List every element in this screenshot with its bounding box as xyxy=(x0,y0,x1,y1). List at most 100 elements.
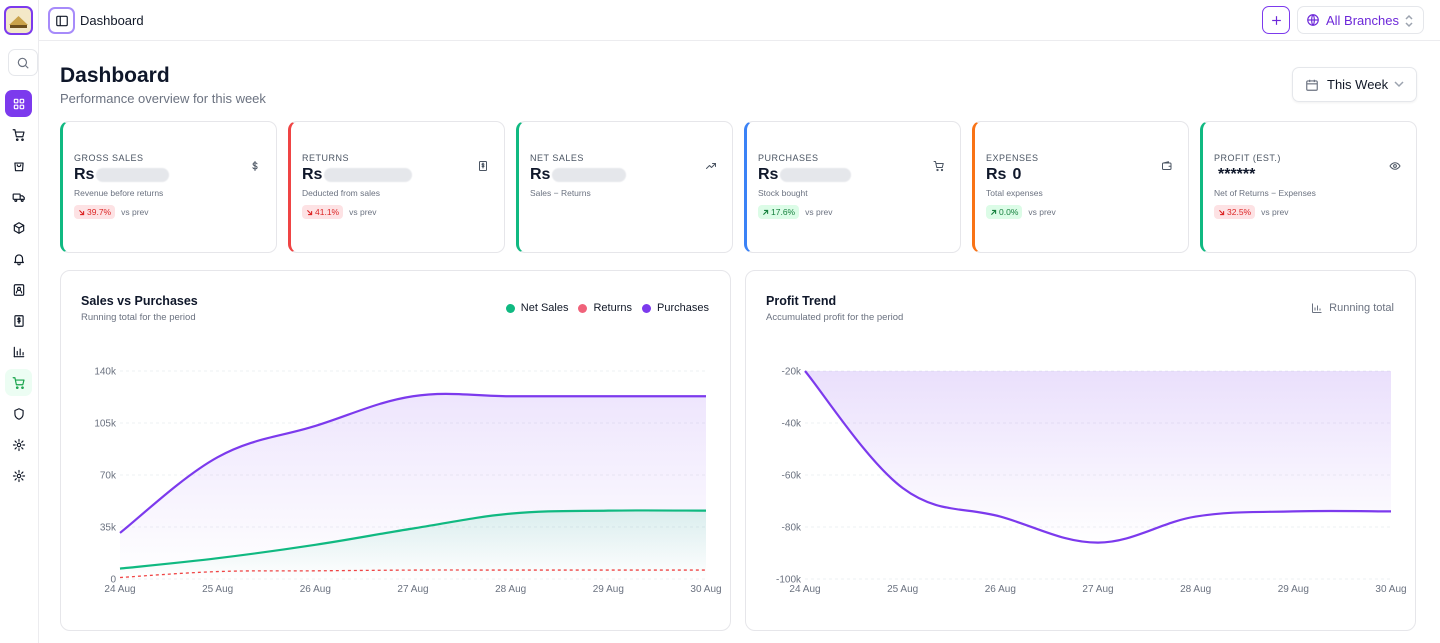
profit-trend-card: Profit Trend Accumulated profit for the … xyxy=(745,270,1416,631)
sidebar-search-button[interactable] xyxy=(8,49,38,76)
sidebar-item-package[interactable] xyxy=(5,214,32,241)
kpi-icon-wrap xyxy=(1385,156,1405,176)
profit-chart-subtitle: Accumulated profit for the period xyxy=(766,312,904,323)
sales-vs-purchases-chart: 0 35k 70k 105k 140k 24 Aug 25 Aug 26 Aug 27 Aug 2… xyxy=(94,367,721,596)
kpi-card-net-sales: NET SALES Rs Sales − Returns xyxy=(516,121,733,253)
kpi-currency: Rs xyxy=(302,166,323,183)
profit-trend-chart: -100k -80k -60k -40k -20k 24 Aug 25 Aug 26 Aug 2… xyxy=(776,367,1407,596)
period-selector[interactable]: This Week xyxy=(1292,67,1417,102)
branch-selector[interactable]: All Branches xyxy=(1297,6,1424,34)
delta-badge: 39.7% xyxy=(74,205,116,219)
sidebar-item-cart-highlighted[interactable] xyxy=(5,369,32,396)
kpi-card-gross-sales: GROSS SALES Rs Revenue before returns 39.7%… xyxy=(60,121,277,253)
sidebar-item-bar-chart[interactable] xyxy=(5,338,32,365)
arrow-down-right-icon xyxy=(307,209,313,215)
sidebar-item-shopping-bag[interactable] xyxy=(5,152,32,179)
delta-compare: vs prev xyxy=(1028,207,1056,217)
trending-up-icon xyxy=(706,163,716,169)
legend-swatch xyxy=(578,303,588,313)
receipt-icon xyxy=(479,161,487,171)
chevron-down-icon xyxy=(1394,81,1404,88)
series-line-purchases[interactable] xyxy=(119,392,706,534)
branch-selector-label: All Branches xyxy=(1326,12,1399,28)
sidebar-item-contacts[interactable] xyxy=(5,276,32,303)
delta-badge: 17.6% xyxy=(758,205,800,219)
sidebar-item-bell[interactable] xyxy=(5,245,32,272)
kpi-delta: 17.6% vs prev xyxy=(758,205,960,219)
arrow-down-right-icon xyxy=(79,209,85,215)
delta-badge: 32.5% xyxy=(1214,205,1256,219)
sidebar-item-receipt[interactable] xyxy=(5,307,32,334)
arrow-down-right-icon xyxy=(1219,209,1225,215)
running-total-toggle[interactable]: Running total xyxy=(1311,302,1394,314)
kpi-value: ****** xyxy=(1214,165,1416,185)
sidebar-item-settings-gear-alt[interactable] xyxy=(5,462,32,489)
sidebar-item-cart[interactable] xyxy=(5,121,32,148)
legend-swatch xyxy=(505,303,515,313)
chevron-updown-icon xyxy=(1405,14,1413,28)
calendar-icon xyxy=(1306,79,1318,91)
y-tick-label: 140k xyxy=(94,367,117,378)
delta-compare: vs prev xyxy=(1261,207,1289,217)
sidebar-item-settings-gear[interactable] xyxy=(5,431,32,458)
kpi-currency: Rs xyxy=(758,166,779,183)
settings-gear-alt-icon xyxy=(12,469,25,482)
delta-value: 32.5% xyxy=(1227,207,1252,217)
settings-gear-icon xyxy=(12,438,25,451)
kpi-description: Stock bought xyxy=(758,188,808,198)
kpi-currency: Rs xyxy=(74,166,95,183)
add-button[interactable] xyxy=(1262,6,1290,34)
cart-icon xyxy=(933,161,944,172)
legend-item-returns[interactable]: Returns xyxy=(578,302,632,314)
kpi-label: PROFIT (EST.) xyxy=(1214,153,1281,163)
plus-icon xyxy=(1271,15,1281,25)
search-icon xyxy=(17,57,29,69)
sales-chart-title: Sales vs Purchases xyxy=(81,294,198,308)
y-tick-label: 70k xyxy=(100,471,117,482)
x-tick-label: 30 Aug xyxy=(690,584,721,595)
kpi-value: Rs 0 xyxy=(986,165,1188,185)
series-line-net-sales[interactable] xyxy=(119,509,707,570)
kpi-label: GROSS SALES xyxy=(74,153,144,163)
legend-item-purchases[interactable]: Purchases xyxy=(642,302,709,314)
sidebar-item-truck[interactable] xyxy=(5,183,32,210)
sidebar-item-shield[interactable] xyxy=(5,400,32,427)
series-line-profit[interactable] xyxy=(804,370,1392,544)
legend-item-net-sales[interactable]: Net Sales xyxy=(505,302,569,314)
y-tick-label: -20k xyxy=(782,367,802,378)
business-logo[interactable] xyxy=(4,6,33,35)
y-tick-label: 105k xyxy=(94,419,117,430)
y-tick-label: -40k xyxy=(782,419,802,430)
legend-label: Returns xyxy=(593,302,633,314)
kpi-value: Rs xyxy=(302,165,504,185)
truck-icon xyxy=(12,193,25,202)
kpi-value: Rs xyxy=(530,165,732,185)
delta-value: 41.1% xyxy=(315,207,340,217)
kpi-icon-wrap xyxy=(1157,156,1177,176)
kpi-delta: 0.0% vs prev xyxy=(986,205,1188,219)
arrow-up-right-icon xyxy=(991,209,997,215)
dollar-icon xyxy=(252,161,258,171)
sidebar-item-dashboard-grid[interactable] xyxy=(5,90,32,117)
delta-badge: 0.0% xyxy=(986,205,1023,219)
kpi-label: EXPENSES xyxy=(986,153,1039,163)
kpi-value: Rs xyxy=(74,165,276,185)
bar-chart-icon xyxy=(1312,303,1322,313)
series-line-returns[interactable] xyxy=(119,569,706,579)
y-tick-label: -80k xyxy=(782,523,802,534)
kpi-icon-wrap xyxy=(473,156,493,176)
delta-badge: 41.1% xyxy=(302,205,344,219)
series-area-profit xyxy=(805,371,1391,543)
running-total-label: Running total xyxy=(1329,302,1394,314)
kpi-delta: 32.5% vs prev xyxy=(1214,205,1416,219)
kpi-label: NET SALES xyxy=(530,153,584,163)
y-tick-label: -100k xyxy=(776,575,802,586)
kpi-hidden-value xyxy=(780,168,852,182)
dashboard-grid-icon xyxy=(13,98,24,109)
sidebar-toggle-button[interactable] xyxy=(48,7,75,34)
x-tick-label: 29 Aug xyxy=(1278,584,1309,595)
topbar: Dashboard All Branches xyxy=(39,0,1440,41)
delta-value: 39.7% xyxy=(87,207,112,217)
period-selector-label: This Week xyxy=(1327,77,1389,92)
legend-label: Net Sales xyxy=(520,302,569,314)
